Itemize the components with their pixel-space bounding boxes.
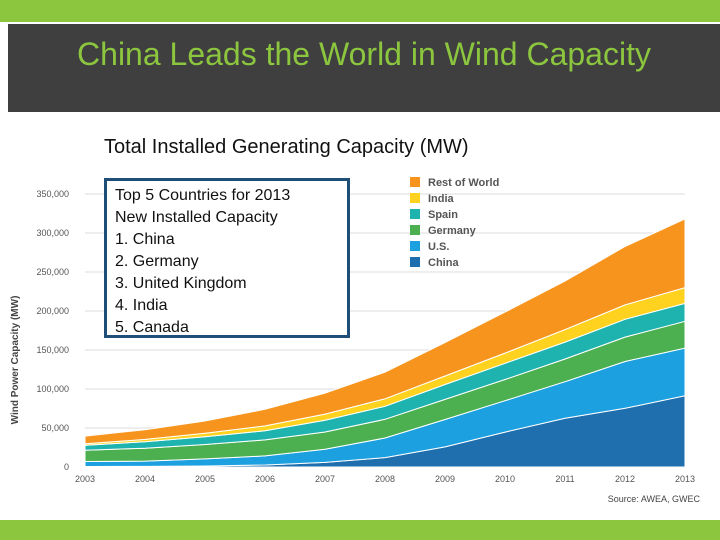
- x-tick-label: 2006: [255, 474, 275, 484]
- top5-countries-box: Top 5 Countries for 2013 New Installed C…: [104, 178, 350, 338]
- y-tick-label: 50,000: [41, 423, 69, 433]
- legend-swatch: [410, 241, 420, 251]
- source-note: Source: AWEA, GWEC: [608, 494, 701, 504]
- y-tick-label: 100,000: [36, 384, 69, 394]
- x-tick-label: 2012: [615, 474, 635, 484]
- legend-swatch: [410, 177, 420, 187]
- x-tick-label: 2005: [195, 474, 215, 484]
- x-tick-label: 2010: [495, 474, 515, 484]
- top-accent-strip: [0, 0, 720, 22]
- slide-title: China Leads the World in Wind Capacity: [77, 36, 651, 72]
- legend-label: China: [428, 257, 459, 269]
- top5-heading-line1: Top 5 Countries for 2013: [115, 187, 291, 204]
- legend-swatch: [410, 209, 420, 219]
- legend-swatch: [410, 225, 420, 235]
- legend-swatch: [410, 193, 420, 203]
- legend: Rest of World India Spain Germany U.S. China: [410, 177, 499, 269]
- top5-item: 5. Canada: [115, 319, 189, 336]
- legend-label: Rest of World: [428, 177, 499, 189]
- x-tick-label: 2003: [75, 474, 95, 484]
- chart-subtitle: Total Installed Generating Capacity (MW): [104, 136, 469, 158]
- y-tick-label: 0: [64, 462, 69, 472]
- legend-label: India: [428, 193, 455, 205]
- top5-item: 1. China: [115, 231, 175, 248]
- x-tick-label: 2009: [435, 474, 455, 484]
- x-tick-label: 2004: [135, 474, 155, 484]
- top5-heading-line2: New Installed Capacity: [115, 209, 278, 226]
- y-axis-ticks: 0 50,000 100,000 150,000 200,000 250,000 300,0…: [36, 189, 69, 472]
- legend-swatch: [410, 257, 420, 267]
- area-series: [84, 218, 686, 468]
- x-axis-ticks: 2003 2004 2005 2006 2007 2008 2009 2010 2011 2012…: [75, 474, 695, 484]
- y-tick-label: 200,000: [36, 306, 69, 316]
- y-tick-label: 350,000: [36, 189, 69, 199]
- y-tick-label: 250,000: [36, 267, 69, 277]
- title-bar: China Leads the World in Wind Capacity: [8, 24, 720, 112]
- y-axis-label: Wind Power Capacity (MW): [10, 296, 21, 425]
- legend-label: U.S.: [428, 241, 449, 253]
- legend-label: Spain: [428, 209, 458, 221]
- x-tick-label: 2011: [555, 474, 574, 484]
- area-rest-of-world: [84, 218, 686, 445]
- y-tick-label: 300,000: [36, 228, 69, 238]
- top5-item: 3. United Kingdom: [115, 275, 247, 292]
- bottom-accent-strip: [0, 520, 720, 540]
- x-tick-label: 2013: [675, 474, 695, 484]
- top5-item: 2. Germany: [115, 253, 199, 270]
- legend-label: Germany: [428, 225, 477, 237]
- top5-item: 4. India: [115, 297, 168, 314]
- x-tick-label: 2007: [315, 474, 335, 484]
- x-tick-label: 2008: [375, 474, 395, 484]
- y-tick-label: 150,000: [36, 345, 69, 355]
